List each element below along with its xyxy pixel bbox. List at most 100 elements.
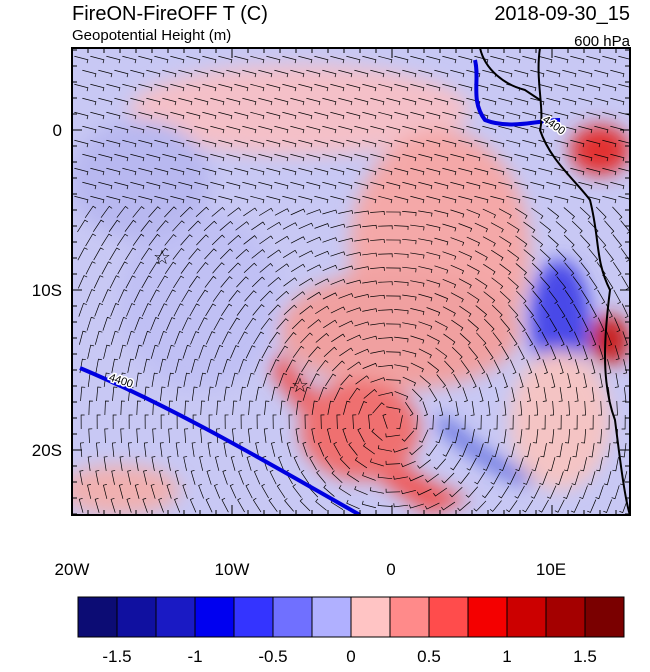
wind-barb (402, 211, 417, 217)
wind-barb (151, 372, 158, 387)
wind-barb (482, 208, 496, 219)
wind-barb (507, 221, 520, 233)
wind-barb (119, 344, 127, 359)
wind-barb (523, 249, 536, 262)
wind-barb (418, 153, 433, 162)
wind-barb (450, 264, 465, 275)
wind-barb (410, 111, 425, 120)
wind-barb (596, 457, 603, 472)
wind-barb (194, 97, 209, 106)
marker-star: ☆ (153, 247, 171, 269)
wind-barb (146, 97, 161, 106)
wind-barb (614, 317, 621, 333)
lat-label: 20S (32, 441, 62, 460)
wind-barb (314, 195, 329, 204)
wind-barb (457, 472, 470, 485)
wind-barb (266, 139, 281, 148)
wind-barb (570, 83, 585, 92)
wind-barb (267, 276, 282, 287)
wind-barb (522, 111, 537, 120)
wind-barb (466, 236, 480, 247)
wind-barb (282, 83, 297, 92)
wind-barb (311, 428, 316, 443)
wind-barb (450, 125, 465, 134)
lon-label: 20W (55, 560, 90, 579)
wind-barb (306, 181, 321, 190)
wind-barb (354, 348, 370, 356)
wind-barb (362, 83, 377, 92)
wind-barb (93, 275, 104, 289)
wind-barb (170, 83, 185, 92)
wind-barb (338, 265, 354, 271)
wind-barb (135, 456, 140, 471)
wind-barb (256, 414, 261, 430)
colorbar-label: -1.5 (102, 647, 131, 666)
wind-barb (511, 387, 516, 402)
wind-barb (434, 69, 449, 78)
wind-barb (459, 305, 472, 318)
wind-barb (142, 330, 151, 345)
wind-barb (210, 125, 225, 134)
wind-barb (150, 344, 159, 359)
wind-barb (370, 181, 385, 190)
wind-barb (245, 483, 253, 499)
wind-barb (167, 372, 174, 387)
wind-barb (90, 83, 105, 92)
wind-barb (554, 195, 569, 204)
wind-barb (330, 279, 346, 285)
wind-barb (394, 336, 409, 343)
wind-barb (158, 330, 167, 345)
wind-barb (212, 262, 225, 274)
wind-barb (534, 400, 539, 416)
wind-barb (354, 97, 369, 106)
wind-barb (508, 304, 519, 318)
wind-barb (251, 221, 266, 231)
wind-barb (581, 428, 587, 444)
wind-barb (291, 263, 306, 272)
wind-barb (378, 55, 393, 64)
wind-barb (238, 358, 247, 373)
wind-barb (508, 331, 518, 347)
wind-barb (501, 345, 510, 361)
wind-barb (299, 305, 314, 315)
wind-barb (338, 293, 354, 299)
wind-barb (134, 483, 140, 499)
wind-barb (126, 330, 135, 345)
wind-barb (138, 195, 153, 204)
wind-barb (128, 414, 133, 430)
wind-barb (182, 483, 188, 499)
colorbar-label: 1.5 (573, 647, 597, 666)
wind-barb (538, 139, 553, 148)
wind-barb (218, 139, 233, 148)
wind-barb (541, 331, 549, 347)
wind-barb (98, 69, 113, 78)
wind-barb (324, 455, 334, 470)
wind-barb (597, 289, 606, 305)
wind-barb (181, 317, 192, 331)
wind-barb (418, 293, 433, 302)
wind-barb (477, 414, 482, 430)
wind-barb (486, 401, 491, 416)
wind-barb (555, 471, 564, 486)
wind-barb (378, 167, 393, 176)
wind-barb (474, 195, 489, 204)
wind-barb (275, 290, 289, 301)
wind-barb (586, 167, 601, 176)
wind-barb (556, 276, 567, 290)
wind-barb (346, 167, 361, 176)
wind-barb (498, 181, 513, 190)
wind-barb (434, 210, 449, 218)
wind-barb (114, 181, 129, 190)
wind-barb (178, 69, 193, 78)
wind-barb (498, 208, 512, 219)
wind-barb (90, 139, 105, 148)
wind-barb (362, 362, 378, 369)
wind-barb (346, 224, 362, 229)
wind-barb (594, 97, 609, 106)
wind-barb (441, 472, 455, 484)
wind-barb (606, 331, 613, 347)
wind-barb (278, 455, 285, 471)
wind-barb (530, 69, 545, 78)
wind-barb (338, 237, 354, 243)
wind-barb (526, 387, 531, 402)
